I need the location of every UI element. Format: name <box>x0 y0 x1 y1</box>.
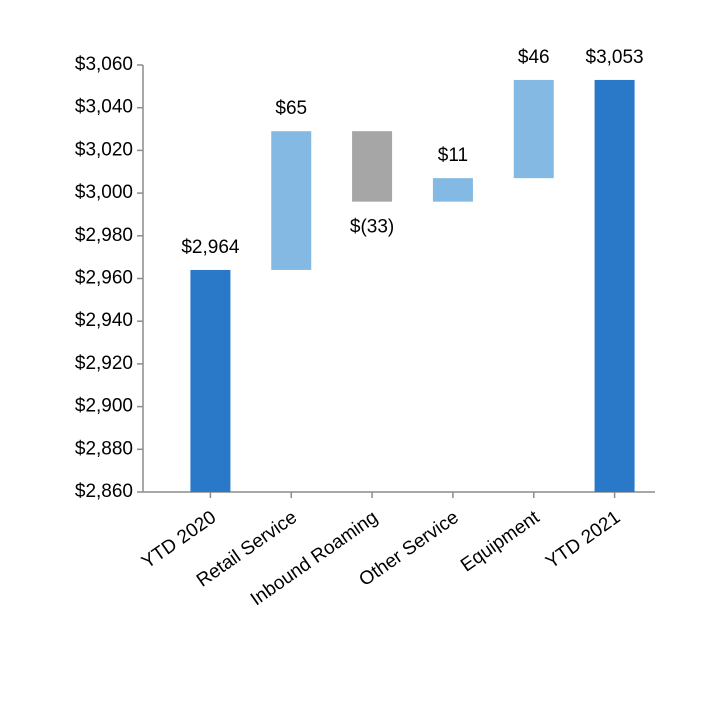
y-tick-label: $2,980 <box>75 225 133 246</box>
y-tick-label: $2,880 <box>75 438 133 459</box>
bar <box>271 131 312 270</box>
y-tick-label: $2,860 <box>75 481 133 502</box>
y-tick-label: $2,900 <box>75 396 133 417</box>
y-tick-label: $2,940 <box>75 310 133 331</box>
bar <box>432 178 473 202</box>
value-label: $3,053 <box>586 47 644 68</box>
y-tick-label: $3,000 <box>75 182 133 203</box>
y-tick-label: $3,020 <box>75 139 133 160</box>
bar <box>352 131 393 202</box>
y-tick-label: $2,960 <box>75 268 133 289</box>
value-label: $2,964 <box>181 237 240 258</box>
value-label: $46 <box>518 47 550 68</box>
value-label: $(33) <box>350 217 394 238</box>
y-tick-label: $2,920 <box>75 353 133 374</box>
value-label: $11 <box>438 145 468 166</box>
y-tick-label: $3,060 <box>75 54 133 75</box>
bar <box>594 79 635 492</box>
bar <box>190 269 231 492</box>
y-tick-label: $3,040 <box>75 97 133 118</box>
bar <box>513 79 554 179</box>
value-label: $65 <box>275 98 307 119</box>
